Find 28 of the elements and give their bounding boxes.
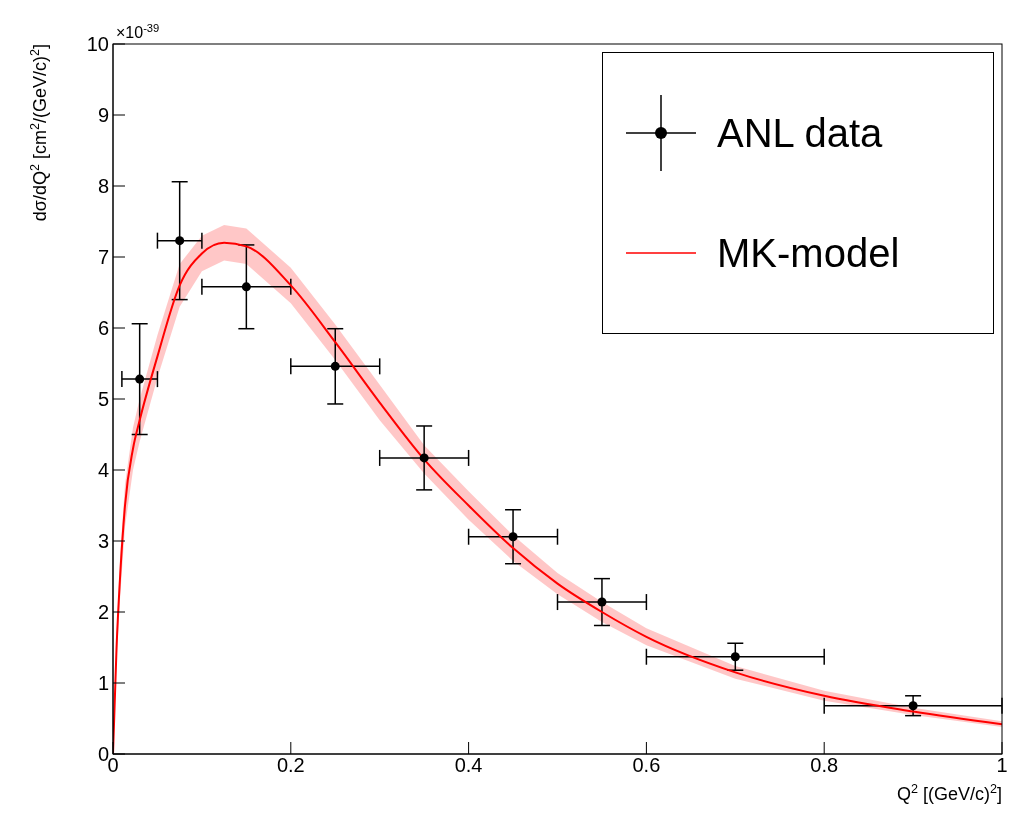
x-tick-label: 0.8 bbox=[810, 754, 839, 777]
x-tick-label: 0.6 bbox=[632, 754, 661, 777]
y-tick-label: 10 bbox=[86, 33, 109, 56]
point bbox=[908, 701, 918, 711]
point bbox=[419, 453, 429, 463]
y-tick-label: 9 bbox=[97, 104, 109, 127]
x-tick-label: 0.2 bbox=[276, 754, 305, 777]
point bbox=[330, 361, 340, 371]
y-tick-label: 4 bbox=[97, 459, 109, 482]
y-tick-label: 2 bbox=[97, 601, 109, 624]
x-tick-label: 0.4 bbox=[454, 754, 483, 777]
y-tick-label: 8 bbox=[97, 175, 109, 198]
y-tick-label: 6 bbox=[97, 317, 109, 340]
point bbox=[241, 282, 251, 292]
text: ×10$^{-39}$ bbox=[116, 22, 160, 41]
x-tick-label: 1 bbox=[996, 754, 1008, 777]
x-axis-title: Q$^{2}$ [(GeV/c)$^{2}$] bbox=[896, 782, 1002, 804]
point bbox=[135, 374, 145, 384]
y-tick-label: 1 bbox=[97, 672, 109, 695]
point bbox=[730, 652, 740, 662]
point bbox=[175, 236, 185, 246]
y-tick-label: 7 bbox=[97, 246, 109, 269]
point bbox=[508, 532, 518, 542]
legend-label: ANL data bbox=[717, 110, 883, 156]
legend-label: MK-model bbox=[717, 230, 900, 276]
point bbox=[597, 597, 607, 607]
y-tick-label: 5 bbox=[97, 388, 109, 411]
y-tick-label: 3 bbox=[97, 530, 109, 553]
